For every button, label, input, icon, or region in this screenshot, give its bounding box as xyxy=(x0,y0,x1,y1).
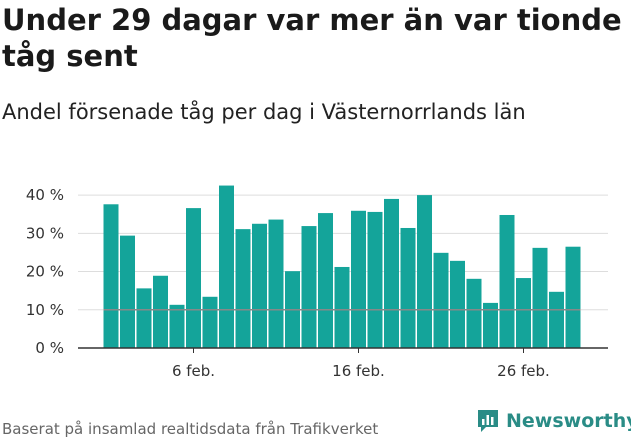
bars xyxy=(103,185,581,348)
brand-name: Newsworthy xyxy=(506,410,631,432)
bar xyxy=(318,213,333,348)
bar xyxy=(252,223,267,348)
bar xyxy=(301,226,317,348)
bar xyxy=(450,260,465,348)
bar xyxy=(153,275,168,348)
axes: 0 % 10 % 20 % 30 % 40 % 6 feb. 16 feb. 26 feb. xyxy=(26,186,608,380)
y-tick-label: 0 % xyxy=(35,339,64,357)
y-tick-label: 20 % xyxy=(26,263,64,281)
bar xyxy=(549,291,564,348)
bar xyxy=(103,204,119,348)
bar xyxy=(565,246,581,348)
newsworthy-logo-icon xyxy=(478,410,498,432)
x-tick-label: 6 feb. xyxy=(172,362,215,380)
bar xyxy=(499,214,515,348)
chart-title: Under 29 dagar var mer än var tionde tåg… xyxy=(2,3,622,73)
bar xyxy=(367,211,383,348)
x-tick-label: 26 feb. xyxy=(497,362,550,380)
brand-logo[interactable]: Newsworthy xyxy=(476,408,631,434)
bar xyxy=(400,227,416,348)
bar xyxy=(532,247,548,348)
y-tick-label: 10 % xyxy=(26,301,64,319)
bar xyxy=(417,195,432,348)
bar xyxy=(186,208,201,348)
source-note: Baserat på insamlad realtidsdata från Tr… xyxy=(2,420,379,438)
bar xyxy=(169,304,185,348)
y-tick-label: 30 % xyxy=(26,224,64,242)
x-tick-label: 16 feb. xyxy=(332,362,385,380)
bar xyxy=(202,296,218,348)
chart-subtitle: Andel försenade tåg per dag i Västernorr… xyxy=(2,100,526,124)
bar xyxy=(219,185,234,348)
bar xyxy=(483,302,498,348)
bar xyxy=(235,229,251,348)
bar xyxy=(136,288,152,348)
bar xyxy=(268,219,284,348)
bar xyxy=(384,198,399,348)
bar xyxy=(433,252,449,348)
bar xyxy=(351,210,366,348)
bar xyxy=(516,278,531,348)
y-tick-label: 40 % xyxy=(26,186,64,204)
bar xyxy=(334,266,350,348)
bar xyxy=(120,235,135,348)
bar xyxy=(466,278,482,348)
bar-chart: 0 % 10 % 20 % 30 % 40 % 6 feb. 16 feb. 26 feb. xyxy=(26,185,608,380)
